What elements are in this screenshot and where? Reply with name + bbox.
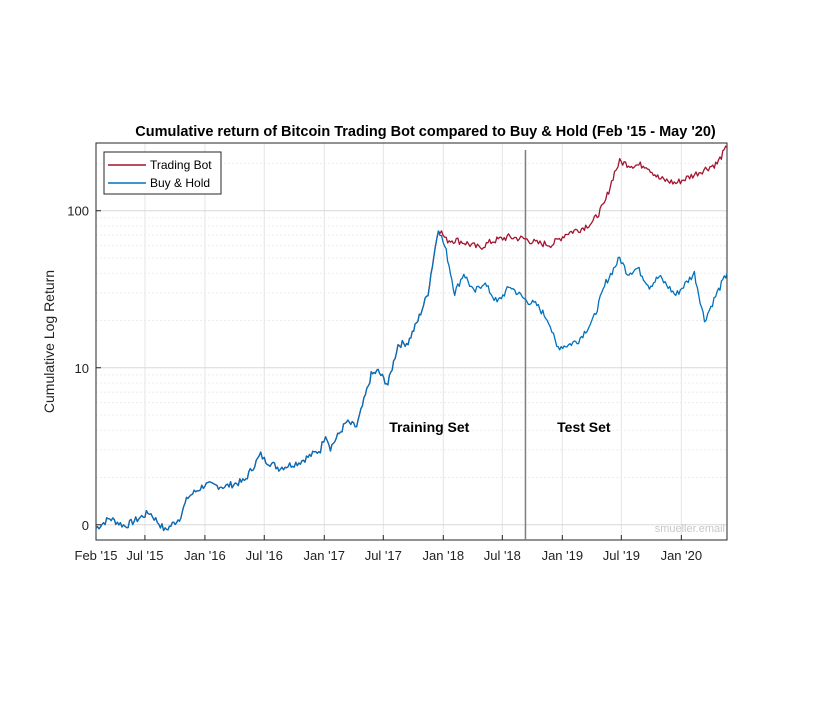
x-tick-label: Jul '18: [484, 548, 521, 563]
y-axis-ticks: 0 10 100: [67, 204, 101, 533]
grid: [95, 143, 727, 540]
x-tick-label: Jan '16: [184, 548, 226, 563]
series-layer: [95, 145, 728, 532]
series-line-trading-bot: [95, 145, 728, 532]
y-tick-label: 0: [82, 518, 89, 533]
y-tick-label: 100: [67, 204, 89, 219]
series-line-buy-hold: [95, 230, 728, 532]
watermark: smueller.email: [655, 523, 725, 535]
legend: Trading Bot Buy & Hold: [103, 151, 222, 195]
x-tick-label: Jul '16: [246, 548, 283, 563]
x-tick-label: Jan '18: [423, 548, 465, 563]
annotation-label: Test Set: [557, 419, 611, 435]
x-tick-label: Jul '19: [603, 548, 640, 563]
x-axis-ticks: Feb '15 Jul '15 Jan '16 Jul '16 Jan '17 Jul '…: [75, 535, 703, 563]
legend-box: [103, 151, 222, 195]
x-tick-label: Jan '17: [304, 548, 346, 563]
legend-label: Buy & Hold: [150, 176, 210, 190]
x-tick-label: Jan '20: [661, 548, 703, 563]
y-axis-label: Cumulative Log Return: [41, 270, 57, 413]
legend-label: Trading Bot: [150, 158, 212, 172]
x-tick-label: Jul '17: [365, 548, 402, 563]
annotations: Training Set Test Set: [389, 419, 611, 435]
annotation-label: Training Set: [389, 419, 469, 435]
y-tick-label: 10: [75, 361, 89, 376]
x-tick-label: Jul '15: [126, 548, 163, 563]
x-tick-label: Feb '15: [75, 548, 118, 563]
plot-frame: [95, 142, 728, 541]
x-tick-label: Jan '19: [542, 548, 584, 563]
chart-title: Cumulative return of Bitcoin Trading Bot…: [135, 124, 716, 140]
